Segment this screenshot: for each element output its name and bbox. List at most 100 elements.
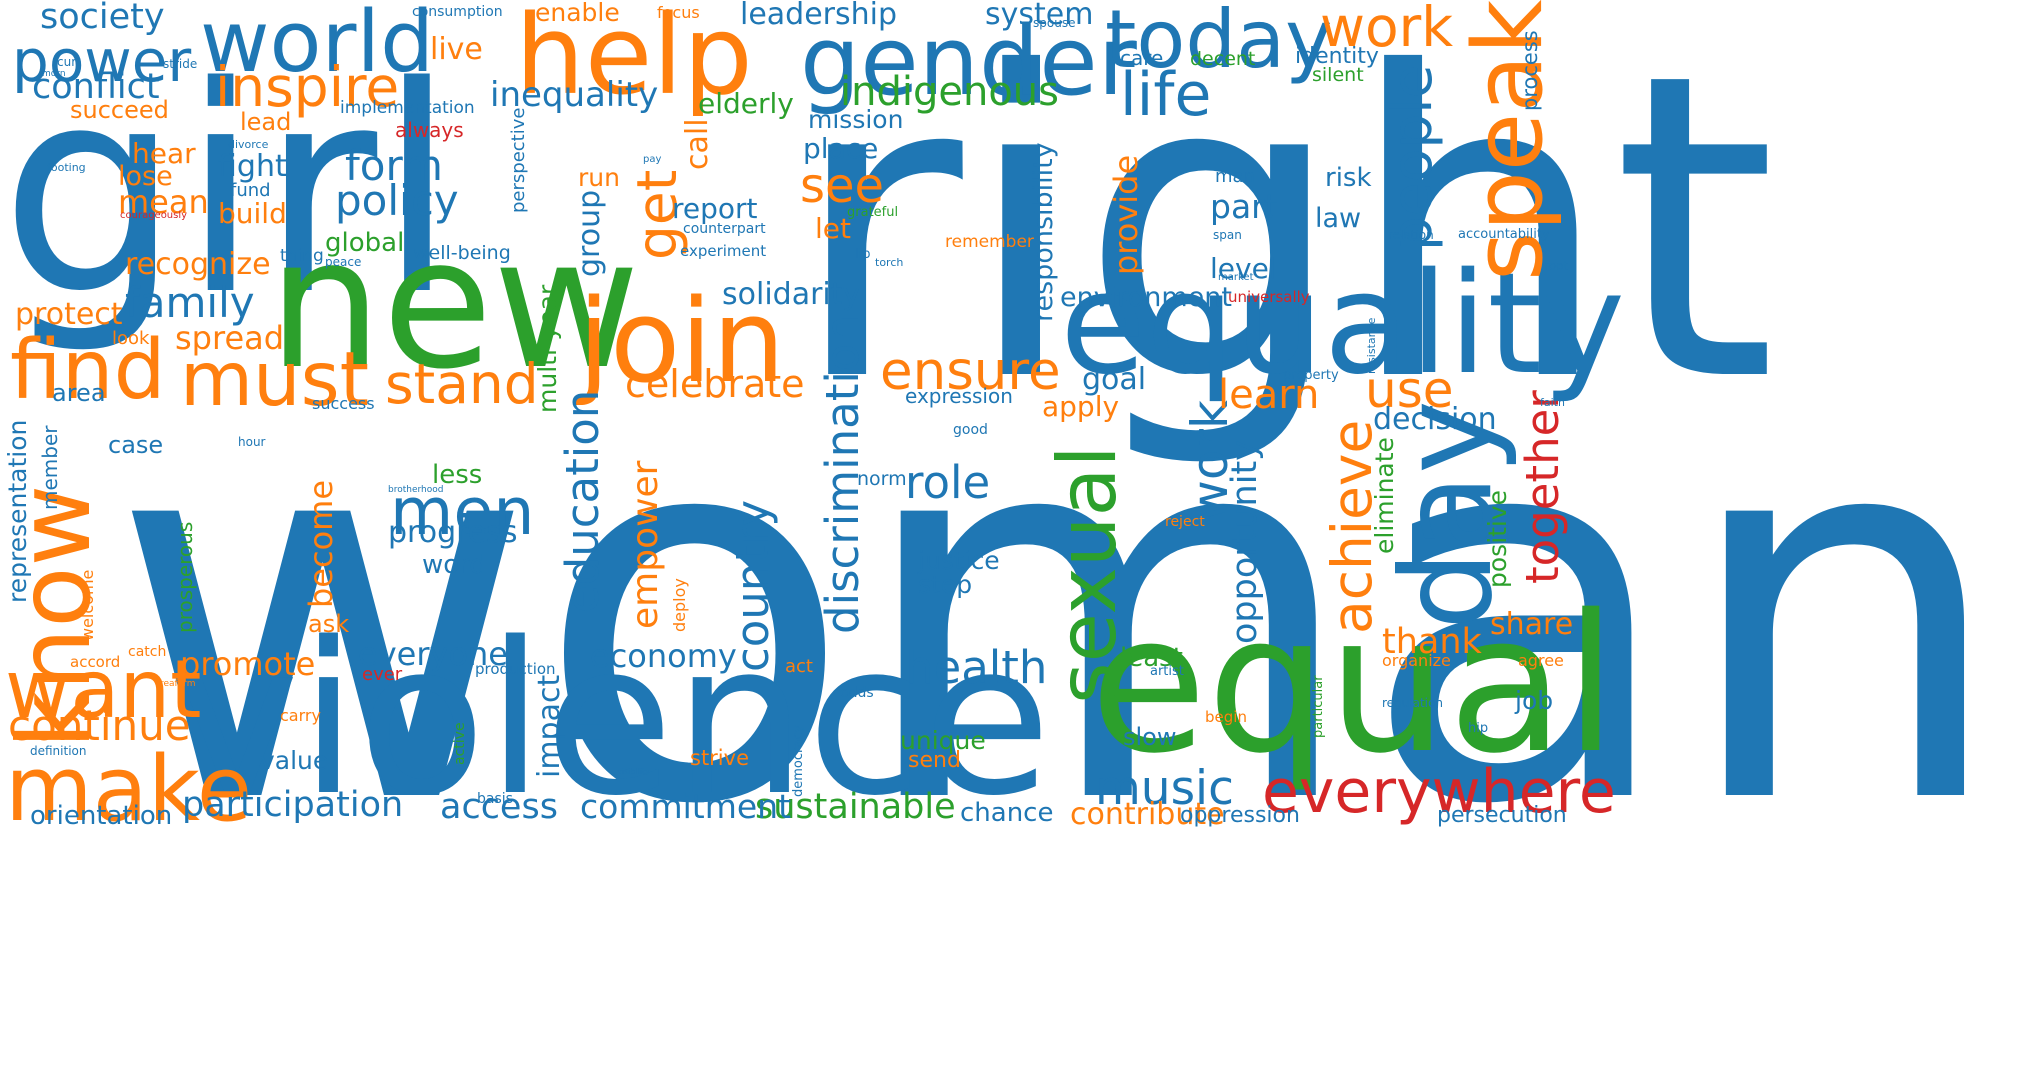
cloud-word-79: eliminate — [1370, 437, 1399, 554]
cloud-word-113: fund — [230, 180, 271, 201]
cloud-word-97: mission — [808, 105, 904, 134]
cloud-word-3: violence — [175, 597, 1052, 842]
cloud-word-176: brotherhood — [388, 485, 444, 495]
cloud-word-8: gender — [800, 7, 1137, 117]
cloud-word-152: accord — [70, 653, 121, 671]
cloud-word-48: opportunity — [1225, 440, 1265, 644]
cloud-word-153: catch — [128, 644, 167, 660]
cloud-word-35: health — [905, 641, 1048, 694]
cloud-word-45: use — [1365, 361, 1454, 419]
cloud-word-173: market — [1218, 272, 1254, 283]
cloud-word-2: girl — [0, 26, 457, 358]
cloud-word-95: report — [672, 192, 758, 225]
cloud-word-165: hip — [1468, 721, 1489, 736]
cloud-word-157: definition — [30, 744, 87, 758]
cloud-word-37: participation — [182, 785, 404, 825]
cloud-word-123: look — [112, 328, 150, 349]
cloud-word-34: music — [1095, 761, 1234, 816]
cloud-word-178: reaffirm — [160, 679, 196, 689]
cloud-word-66: live — [430, 32, 483, 67]
cloud-word-126: case — [108, 431, 164, 459]
cloud-word-175: hour — [238, 435, 266, 449]
cloud-word-58: progress — [388, 515, 518, 550]
cloud-word-32: education — [556, 390, 609, 614]
cloud-word-114: mean — [118, 183, 209, 221]
cloud-word-82: persecution — [1437, 803, 1567, 828]
cloud-word-144: thing — [280, 246, 324, 266]
cloud-word-40: access — [440, 787, 558, 827]
cloud-word-85: step — [918, 570, 973, 599]
cloud-word-104: goal — [1082, 362, 1147, 397]
cloud-word-17: must — [180, 335, 370, 423]
cloud-word-133: value — [260, 746, 329, 775]
cloud-word-0: woman — [110, 312, 2009, 918]
cloud-word-172: faith — [1540, 396, 1565, 409]
cloud-word-102: risk — [1325, 163, 1372, 193]
cloud-word-116: hear — [132, 137, 196, 170]
cloud-word-83: chance — [960, 798, 1054, 828]
cloud-word-70: solidarity — [722, 277, 861, 312]
cloud-word-151: reject — [1165, 514, 1205, 530]
cloud-word-169: span — [1213, 228, 1242, 242]
cloud-word-141: consumption — [412, 4, 503, 20]
cloud-word-131: less — [432, 460, 483, 490]
cloud-word-51: society — [40, 0, 165, 37]
cloud-word-150: begin — [1205, 708, 1247, 726]
cloud-word-124: area — [52, 379, 106, 407]
cloud-word-128: prosperous — [173, 522, 197, 634]
cloud-word-137: agree — [1518, 651, 1564, 670]
cloud-word-68: protect — [15, 297, 123, 332]
cloud-word-139: remember — [945, 232, 1034, 252]
cloud-word-36: continue — [8, 701, 191, 750]
cloud-word-20: sexual — [1041, 445, 1134, 704]
cloud-word-15: want — [5, 643, 202, 736]
cloud-word-62: orientation — [30, 801, 173, 831]
cloud-word-103: level — [1210, 252, 1277, 285]
cloud-word-148: act — [785, 656, 813, 677]
cloud-word-132: norm — [857, 468, 907, 490]
cloud-word-171: resistance — [1365, 318, 1378, 375]
cloud-word-57: economy — [590, 637, 737, 675]
cloud-word-93: call — [680, 118, 715, 170]
cloud-word-89: least — [1120, 643, 1183, 673]
cloud-word-109: process — [1518, 30, 1542, 111]
cloud-word-136: job — [1515, 686, 1554, 715]
cloud-word-91: impact — [532, 675, 567, 779]
cloud-word-184: peace — [325, 255, 362, 269]
cloud-word-80: contribute — [1070, 797, 1225, 832]
cloud-word-186: spouse — [1033, 16, 1076, 30]
cloud-word-81: oppression — [1180, 803, 1300, 828]
cloud-word-60: become — [302, 480, 340, 609]
cloud-word-181: counterpart — [683, 221, 766, 237]
cloud-word-146: universally — [1228, 288, 1310, 306]
cloud-word-52: conflict — [32, 67, 160, 107]
cloud-word-190: footing — [47, 161, 86, 174]
cloud-word-161: democracy — [791, 725, 806, 798]
cloud-word-22: inspire — [215, 55, 400, 119]
cloud-word-4: new — [268, 200, 641, 409]
cloud-word-21: power — [12, 27, 192, 95]
cloud-word-55: celebrate — [625, 362, 805, 406]
cloud-word-73: provide — [1107, 155, 1145, 276]
cloud-word-147: strive — [690, 746, 749, 770]
cloud-word-92: group — [572, 190, 607, 278]
cloud-word-84: justice — [918, 546, 1000, 575]
cloud-word-170: property — [1283, 368, 1339, 383]
cloud-word-46: role — [905, 456, 991, 509]
cloud-word-167: relation — [1388, 228, 1434, 242]
cloud-word-49: together — [1516, 390, 1569, 584]
cloud-word-94: run — [578, 163, 620, 192]
cloud-word-145: man — [1215, 166, 1255, 187]
cloud-word-23: life — [1120, 60, 1212, 130]
cloud-word-16: find — [10, 323, 166, 418]
cloud-word-67: recognize — [125, 247, 271, 282]
cloud-word-38: sustainable — [755, 787, 956, 827]
cloud-word-125: success — [312, 394, 375, 413]
cloud-word-162: active — [452, 722, 468, 765]
cloud-word-54: indigenous — [840, 69, 1059, 115]
cloud-word-119: succeed — [70, 96, 169, 124]
cloud-word-11: join — [578, 275, 786, 409]
cloud-word-88: slow — [1123, 723, 1177, 751]
cloud-word-182: lip — [855, 247, 871, 262]
cloud-word-77: share — [1490, 607, 1574, 642]
